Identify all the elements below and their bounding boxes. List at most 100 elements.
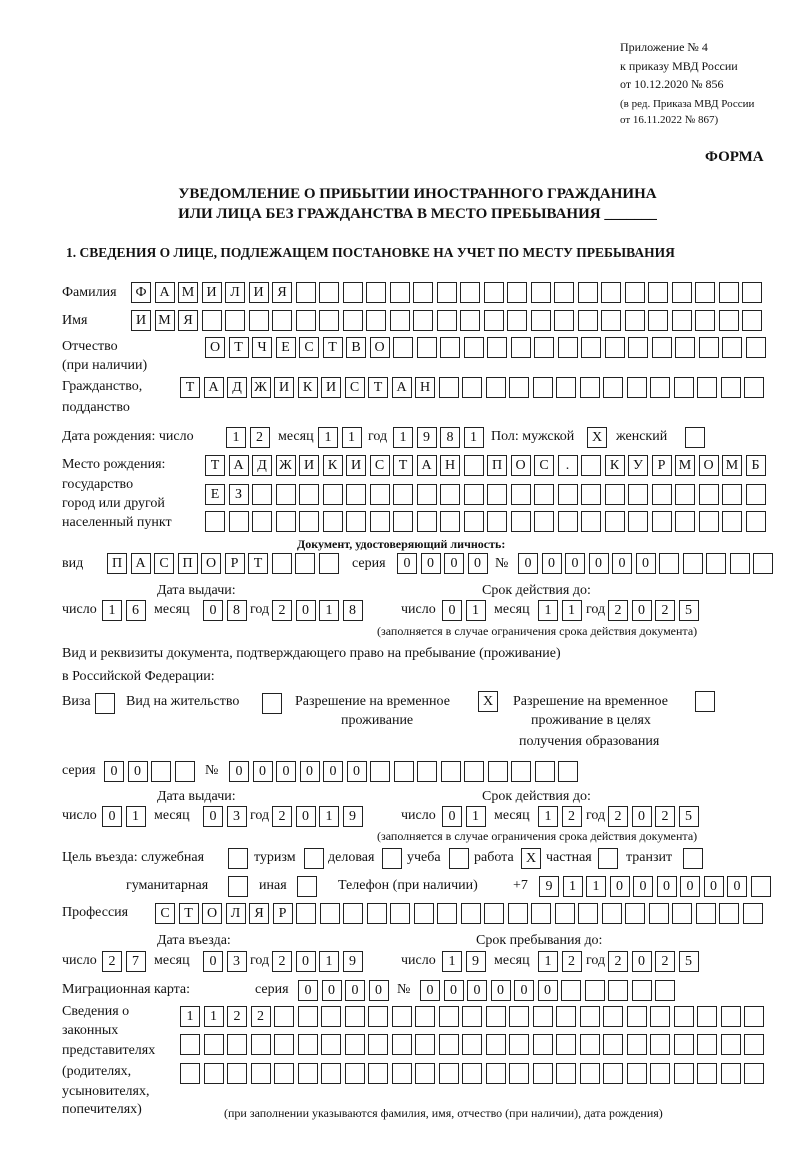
- char-cell[interactable]: 2: [227, 1006, 247, 1027]
- char-cell[interactable]: Л: [225, 282, 245, 303]
- char-cell[interactable]: [275, 484, 296, 505]
- char-cell[interactable]: С: [534, 455, 554, 476]
- char-cell[interactable]: [391, 1034, 412, 1055]
- char-cell[interactable]: [346, 511, 366, 532]
- char-cell[interactable]: [675, 337, 695, 358]
- char-cell[interactable]: 0: [518, 553, 538, 574]
- char-cell[interactable]: [319, 282, 339, 303]
- char-cell[interactable]: 1: [562, 876, 583, 897]
- char-cell[interactable]: [344, 1063, 365, 1084]
- char-cell[interactable]: [228, 511, 249, 532]
- char-cell[interactable]: [579, 377, 600, 398]
- char-cell[interactable]: 2: [102, 951, 122, 972]
- char-cell[interactable]: 0: [299, 761, 320, 782]
- char-cell[interactable]: С: [369, 455, 390, 476]
- char-cell[interactable]: [625, 903, 645, 924]
- char-cell[interactable]: [487, 484, 507, 505]
- char-cell[interactable]: [581, 511, 601, 532]
- char-cell[interactable]: 2: [561, 951, 582, 972]
- char-cell[interactable]: П: [177, 553, 198, 574]
- residence-permit-checkbox[interactable]: [262, 693, 286, 714]
- char-cell[interactable]: [390, 903, 410, 924]
- char-cell[interactable]: [534, 761, 555, 782]
- char-cell[interactable]: [180, 1034, 200, 1055]
- char-cell[interactable]: [203, 1063, 224, 1084]
- visa-checkbox[interactable]: [95, 693, 119, 714]
- char-cell[interactable]: [250, 1063, 271, 1084]
- char-cell[interactable]: 2: [608, 600, 628, 621]
- char-cell[interactable]: И: [248, 282, 269, 303]
- char-cell[interactable]: [342, 282, 363, 303]
- char-cell[interactable]: 2: [655, 600, 675, 621]
- sex-male-checkbox[interactable]: X: [587, 427, 611, 448]
- char-cell[interactable]: О: [201, 553, 221, 574]
- char-cell[interactable]: Д: [252, 455, 272, 476]
- char-cell[interactable]: [180, 1063, 200, 1084]
- char-cell[interactable]: [745, 484, 766, 505]
- char-cell[interactable]: Н: [440, 455, 460, 476]
- char-cell[interactable]: [487, 511, 507, 532]
- char-cell[interactable]: [655, 980, 675, 1001]
- char-cell[interactable]: [507, 282, 527, 303]
- char-cell[interactable]: [248, 310, 269, 331]
- char-cell[interactable]: С: [154, 553, 174, 574]
- char-cell[interactable]: X: [587, 427, 607, 448]
- char-cell[interactable]: 9: [416, 427, 437, 448]
- char-cell[interactable]: [530, 310, 551, 331]
- char-cell[interactable]: [718, 310, 739, 331]
- char-cell[interactable]: Ж: [275, 455, 296, 476]
- char-cell[interactable]: Е: [205, 484, 225, 505]
- char-cell[interactable]: [719, 903, 739, 924]
- char-cell[interactable]: [342, 310, 363, 331]
- char-cell[interactable]: [671, 282, 692, 303]
- char-cell[interactable]: 2: [272, 806, 292, 827]
- purpose-work-checkbox[interactable]: X: [521, 848, 545, 869]
- char-cell[interactable]: [487, 761, 508, 782]
- char-cell[interactable]: 1: [463, 427, 484, 448]
- char-cell[interactable]: [742, 282, 762, 303]
- char-cell[interactable]: [531, 903, 551, 924]
- char-cell[interactable]: [718, 282, 739, 303]
- char-cell[interactable]: [628, 484, 648, 505]
- char-cell[interactable]: [321, 1063, 341, 1084]
- char-cell[interactable]: [393, 761, 414, 782]
- char-cell[interactable]: [227, 1034, 247, 1055]
- char-cell[interactable]: О: [510, 455, 531, 476]
- char-cell[interactable]: [487, 337, 507, 358]
- char-cell[interactable]: Н: [415, 377, 435, 398]
- char-cell[interactable]: [648, 282, 668, 303]
- char-cell[interactable]: [601, 310, 621, 331]
- char-cell[interactable]: [695, 282, 715, 303]
- char-cell[interactable]: [601, 282, 621, 303]
- char-cell[interactable]: [581, 337, 601, 358]
- char-cell[interactable]: [651, 337, 672, 358]
- char-cell[interactable]: [393, 484, 413, 505]
- char-cell[interactable]: [608, 980, 628, 1001]
- char-cell[interactable]: [601, 903, 622, 924]
- char-cell[interactable]: М: [154, 310, 175, 331]
- char-cell[interactable]: [274, 1006, 294, 1027]
- char-cell[interactable]: [440, 511, 460, 532]
- char-cell[interactable]: [297, 1034, 318, 1055]
- char-cell[interactable]: Ч: [252, 337, 272, 358]
- reps-cells-row2[interactable]: [180, 1034, 768, 1055]
- char-cell[interactable]: [510, 511, 531, 532]
- purpose-other-checkbox[interactable]: [297, 876, 321, 897]
- char-cell[interactable]: 3: [226, 806, 247, 827]
- char-cell[interactable]: И: [201, 282, 222, 303]
- char-cell[interactable]: [252, 511, 272, 532]
- temp-permit-checkbox[interactable]: X: [478, 691, 502, 712]
- char-cell[interactable]: [557, 511, 578, 532]
- char-cell[interactable]: 1: [102, 600, 122, 621]
- char-cell[interactable]: [558, 761, 578, 782]
- char-cell[interactable]: [744, 1063, 764, 1084]
- char-cell[interactable]: 0: [321, 980, 342, 1001]
